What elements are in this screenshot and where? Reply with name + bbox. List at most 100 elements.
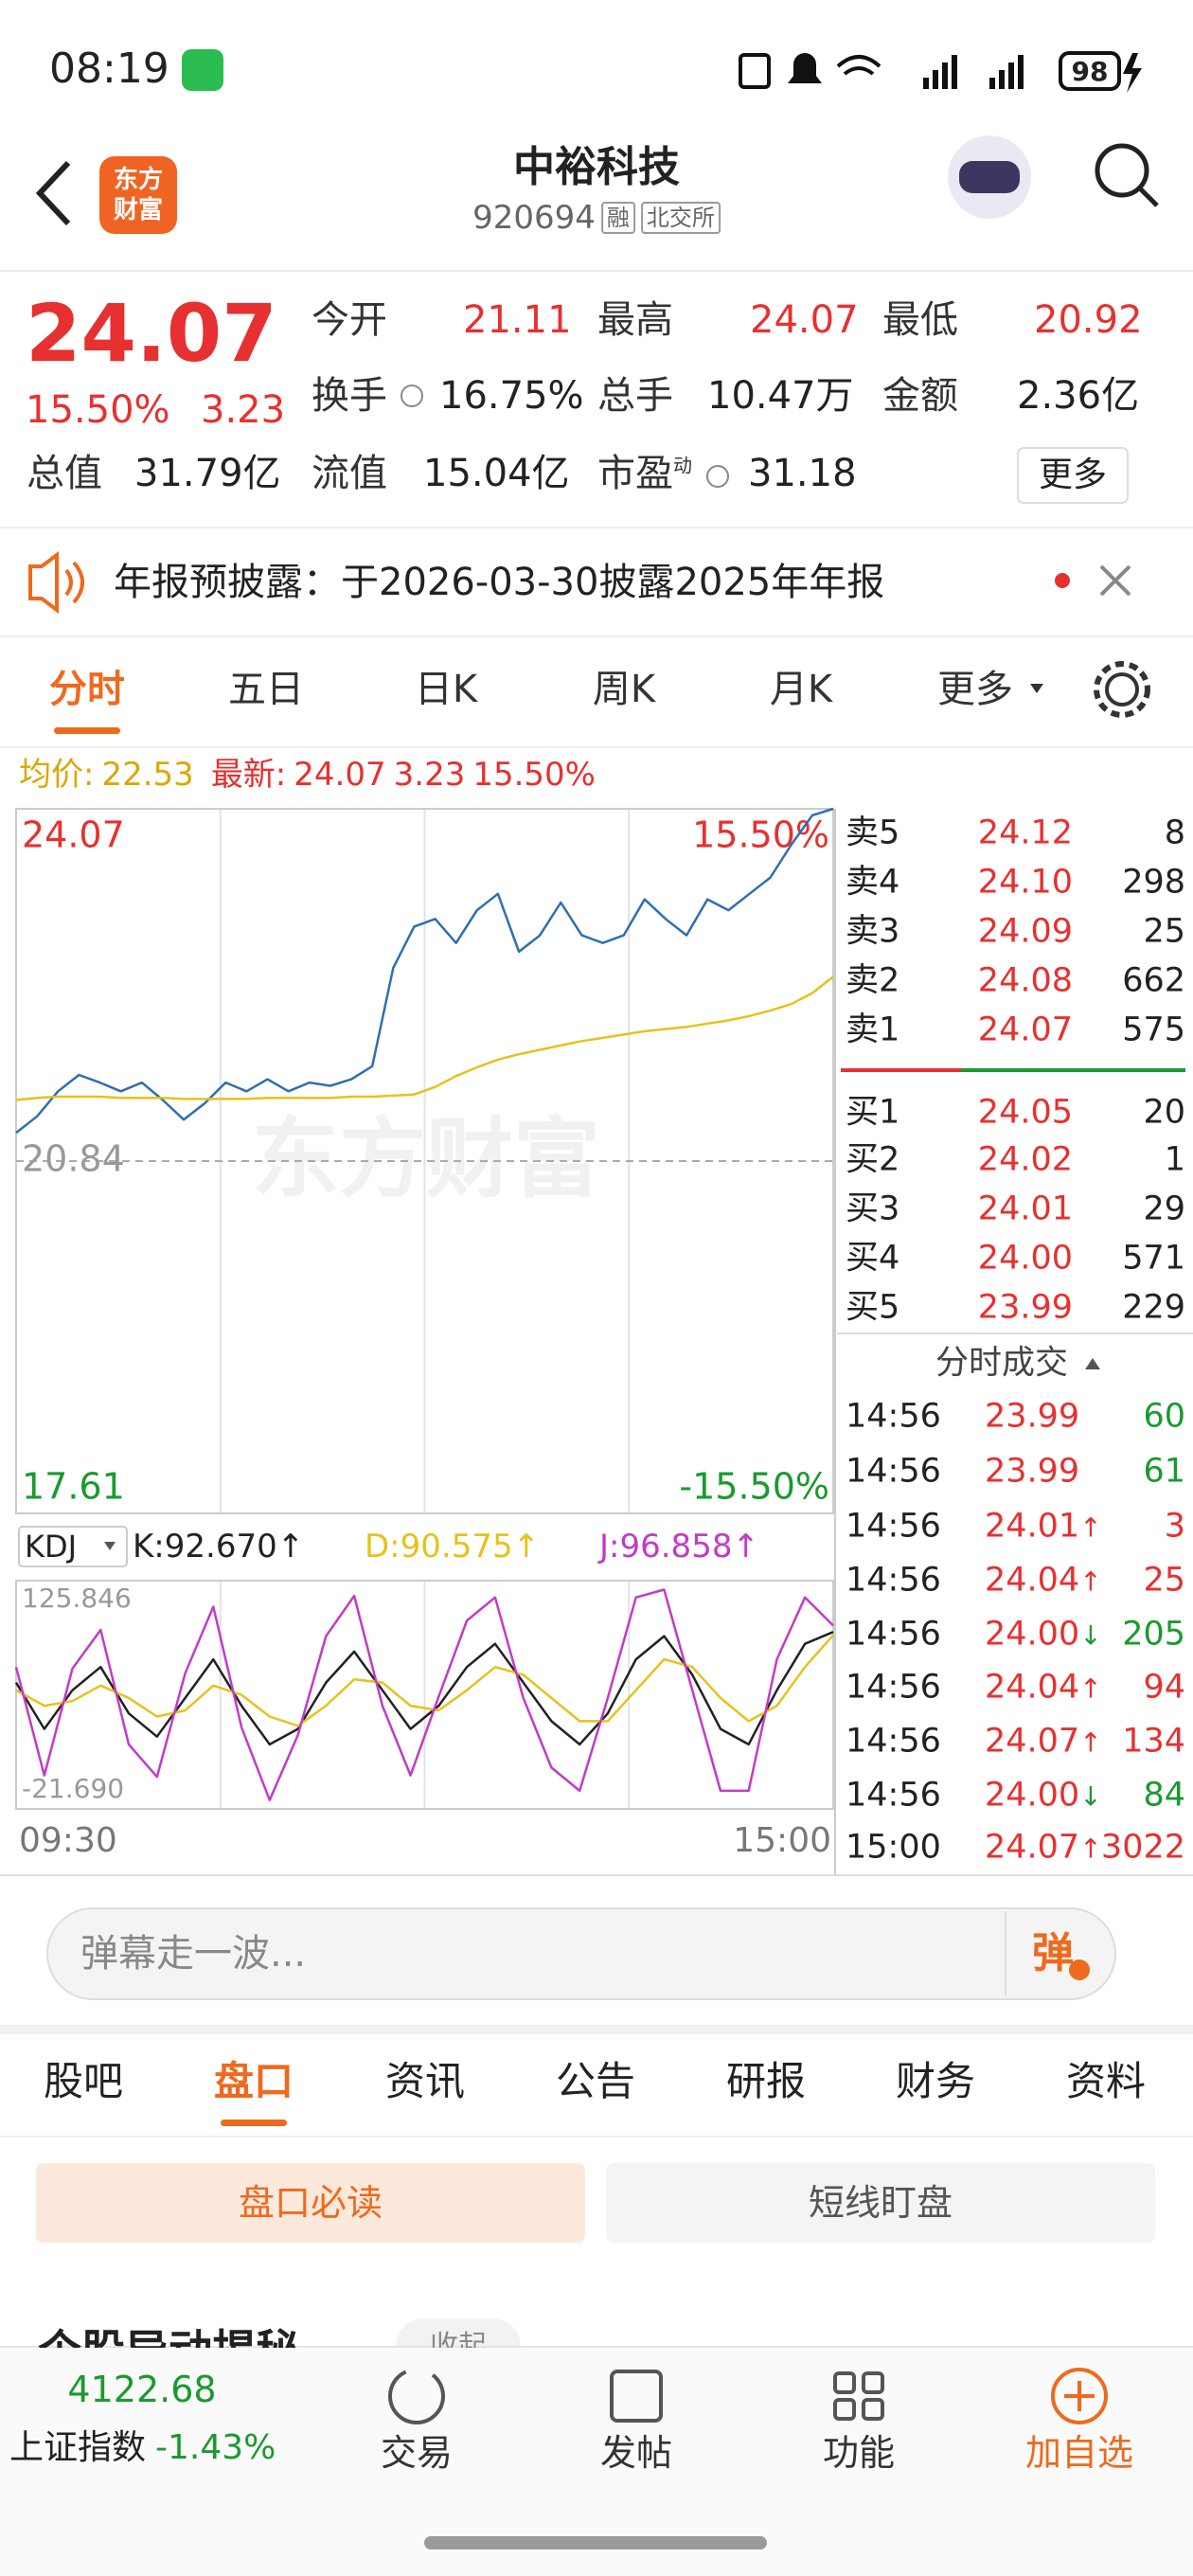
add-watch-icon[interactable] [1051,2368,1108,2424]
chart-tab[interactable]: 更多 [937,668,1013,711]
y-tick-label: -21.690 [22,1773,124,1804]
y-tick-label: 20.84 [22,1138,125,1180]
close-button[interactable] [1099,564,1131,597]
notice-text: 年报预披露：于2026-03-30披露2025年年报 [114,561,885,604]
indicator-selector[interactable] [18,1526,128,1567]
sub-tab-frame [36,2163,585,2243]
nav-item[interactable]: 功能 [822,2432,896,2474]
trade-price: 23.99 [985,1397,1080,1436]
trades-title[interactable]: 分时成交 [935,1344,1069,1383]
chat-placeholder[interactable]: 弹幕走一波... [80,1932,307,1976]
book-label: 卖4 [846,863,900,902]
nav-item[interactable]: 交易 [380,2432,454,2474]
nfc-icon [739,53,771,89]
stock-name: 中裕科技 [513,143,680,191]
sub-tab[interactable]: 短线盯盘 [808,2182,953,2224]
trade-icon-wrap [388,2368,445,2424]
chart-tab[interactable]: 五日 [228,668,304,711]
field-label: 总手 [597,374,673,418]
plus-sign [1064,2381,1095,2411]
chart-tab[interactable]: 周K [592,668,656,711]
chat-input[interactable] [46,1907,1116,2000]
charging-icon [1123,53,1142,93]
section-tab[interactable]: 财务 [895,2058,976,2104]
field-label: 流值 [312,452,387,495]
latest-label: 最新: [210,756,287,794]
trade-volume: 3 [1164,1507,1185,1546]
trade-price-value: 23.99 [985,1397,1080,1436]
chart-tab[interactable]: 分时 [49,668,125,711]
latest-change-pct: 15.50% [472,756,596,794]
section-tab[interactable]: 资讯 [384,2058,466,2104]
settings-button[interactable] [1105,672,1139,707]
post-icon[interactable] [610,2370,663,2423]
more-button[interactable]: 更多 [1038,456,1108,494]
book-volume: 571 [1122,1239,1185,1278]
field-value: 21.11 [463,298,572,342]
trade-volume: 134 [1122,1722,1185,1761]
book-label: 买2 [846,1140,900,1179]
trade-volume: 205 [1122,1615,1185,1654]
app-logo [99,156,177,234]
change-amount: 3.23 [201,388,286,432]
book-volume: 29 [1143,1190,1185,1228]
latest-value: 24.07 [294,756,386,794]
trade-icon[interactable] [388,2368,445,2424]
time-label: 15:00 [733,1821,831,1860]
clock: 08:19 [49,45,169,93]
section-tab[interactable]: 公告 [555,2058,636,2104]
section-tab[interactable]: 股吧 [43,2058,124,2104]
field-label: 金额 [882,374,958,418]
trade-price: 24.00↓ [985,1618,1102,1652]
indicator-name[interactable]: KDJ [25,1529,78,1565]
y-tick-label: 17.61 [22,1466,125,1508]
y-tick-label: 125.846 [22,1583,132,1614]
add-watch-icon-wrap [1051,2368,1108,2424]
series-line [15,1634,834,1727]
book-volume: 1 [1164,1140,1185,1179]
nav-item[interactable]: 发帖 [599,2432,673,2474]
back-button[interactable] [35,160,71,226]
search-button[interactable] [1095,143,1149,198]
chart-tab[interactable]: 月K [769,668,833,711]
change-percent: 15.50% [26,388,170,432]
danmaku-button[interactable]: 弹 [1032,1929,1074,1977]
legend-trend: ↑ [732,1528,759,1565]
nav-item[interactable]: 加自选 [1024,2432,1134,2474]
tab-underline [221,2120,287,2126]
section-tab[interactable]: 资料 [1065,2058,1147,2104]
field-label: 今开 [312,298,387,342]
trade-time: 14:56 [846,1615,941,1654]
search-handle [1138,187,1159,207]
section-tab[interactable]: 盘口 [213,2058,294,2104]
chart-tab[interactable]: 日K [414,668,478,711]
book-price: 24.12 [977,814,1073,852]
info-icon [706,465,729,488]
avg-value: 22.53 [101,756,194,794]
section-tab[interactable]: 研报 [725,2058,807,2104]
trade-volume: 25 [1143,1561,1185,1600]
home-indicator-wrap [424,2536,767,2549]
trade-direction: ↓ [1079,1780,1102,1813]
series-line [15,975,834,1101]
badge [1069,1959,1090,1980]
trade-volume: 60 [1143,1397,1185,1436]
trade-volume: 61 [1143,1452,1185,1491]
book-price: 24.00 [977,1239,1073,1278]
field-label: 最高 [597,298,673,342]
book-volume: 298 [1122,863,1185,902]
index-change: -1.43% [155,2428,276,2467]
book-volume: 8 [1164,814,1185,852]
function-icon[interactable] [833,2371,884,2421]
logo-text: 财富 [113,196,164,224]
book-volume: 25 [1143,912,1185,951]
more-button-frame [1017,447,1129,504]
plus-sign-wrap [1064,2381,1095,2411]
sub-tab[interactable]: 盘口必读 [238,2182,383,2224]
book-price: 24.08 [977,961,1073,1000]
book-volume: 575 [1122,1011,1185,1049]
tab-underline [54,727,120,734]
indicator-legend: K:92.670↑ [133,1530,304,1563]
info-icon [401,385,423,407]
